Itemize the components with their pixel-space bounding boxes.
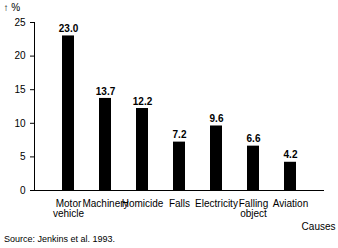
svg-text:23.0: 23.0	[59, 23, 79, 34]
svg-text:Machinery: Machinery	[82, 197, 129, 209]
svg-text:Electricity: Electricity	[195, 198, 238, 209]
html-text:Source: Jenkins et al. 1993.: Source: Jenkins et al. 1993.	[4, 234, 116, 244]
svg-text:10: 10	[14, 118, 26, 129]
svg-text:↑ %: ↑ %	[4, 2, 21, 13]
svg-text:Causes: Causes	[302, 221, 336, 232]
svg-text:13.7: 13.7	[96, 86, 116, 97]
svg-text:9.6: 9.6	[210, 113, 224, 124]
svg-text:4.2: 4.2	[284, 149, 298, 160]
svg-text:6.6: 6.6	[247, 133, 261, 144]
svg-text:25: 25	[14, 17, 26, 28]
svg-text:Aviation: Aviation	[273, 198, 308, 209]
svg-text:Homicide: Homicide	[122, 198, 164, 209]
svg-text:20: 20	[14, 50, 26, 61]
svg-text:Falls: Falls	[169, 198, 190, 209]
svg-text:7.2: 7.2	[173, 129, 187, 140]
svg-text:12.2: 12.2	[133, 96, 153, 107]
svg-text:Motorvehicle: Motorvehicle	[53, 198, 85, 219]
svg-text:Fallingobject: Fallingobject	[239, 198, 268, 219]
svg-text:5: 5	[20, 151, 26, 162]
svg-text:0: 0	[20, 185, 26, 196]
svg-text:15: 15	[14, 84, 26, 95]
